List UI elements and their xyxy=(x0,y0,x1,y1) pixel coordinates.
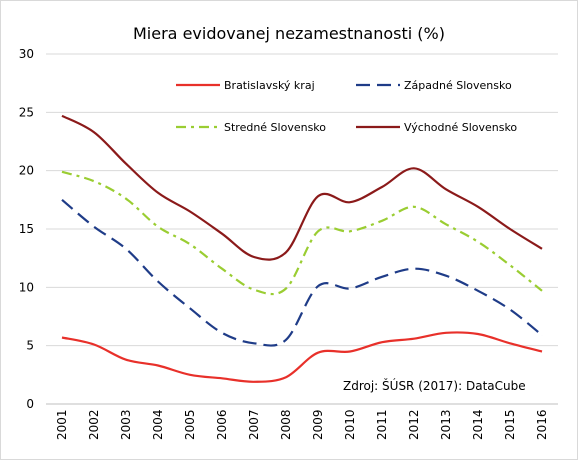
x-axis-ticks: 2001 2002 2003 2004 2005 2006 2007 2008 2009 2010… xyxy=(55,409,549,440)
x-tick-label: 2001 xyxy=(55,409,69,440)
legend-label: Západné Slovensko xyxy=(404,79,512,92)
legend-label: Stredné Slovensko xyxy=(224,121,326,134)
x-tick-label: 2009 xyxy=(311,409,325,440)
source-annotation: Zdroj: ŠÚSR (2017): DataCube xyxy=(343,378,526,393)
y-tick-label: 25 xyxy=(19,105,34,119)
legend-label: Bratislavský kraj xyxy=(224,79,315,92)
x-tick-label: 2016 xyxy=(535,409,549,440)
x-tick-label: 2008 xyxy=(279,409,293,440)
series-line-4 xyxy=(62,116,542,260)
x-tick-label: 2003 xyxy=(119,409,133,440)
x-tick-label: 2015 xyxy=(503,409,517,440)
y-tick-label: 30 xyxy=(19,47,34,61)
grid-lines xyxy=(46,54,558,404)
x-tick-label: 2002 xyxy=(87,409,101,440)
series-line-3 xyxy=(62,172,542,294)
x-tick-label: 2010 xyxy=(343,409,357,440)
legend-label: Východné Slovensko xyxy=(404,121,517,134)
x-tick-label: 2011 xyxy=(375,409,389,440)
legend: Bratislavský kraj Západné Slovensko Stredn… xyxy=(176,79,517,134)
x-tick-label: 2006 xyxy=(215,409,229,440)
series-line-1 xyxy=(62,332,542,381)
x-tick-label: 2007 xyxy=(247,409,261,440)
x-tick-label: 2012 xyxy=(407,409,421,440)
y-tick-label: 15 xyxy=(19,222,34,236)
chart-title: Miera evidovanej nezamestnanosti (%) xyxy=(133,24,445,43)
y-tick-label: 10 xyxy=(19,280,34,294)
series-lines xyxy=(62,116,542,382)
y-axis-ticks: 0 5 10 15 20 25 30 xyxy=(19,47,34,411)
x-tick-label: 2004 xyxy=(151,409,165,440)
y-tick-label: 5 xyxy=(26,339,34,353)
x-tick-label: 2014 xyxy=(471,409,485,440)
y-tick-label: 20 xyxy=(19,164,34,178)
x-tick-label: 2005 xyxy=(183,409,197,440)
x-tick-label: 2013 xyxy=(439,409,453,440)
y-tick-label: 0 xyxy=(26,397,34,411)
